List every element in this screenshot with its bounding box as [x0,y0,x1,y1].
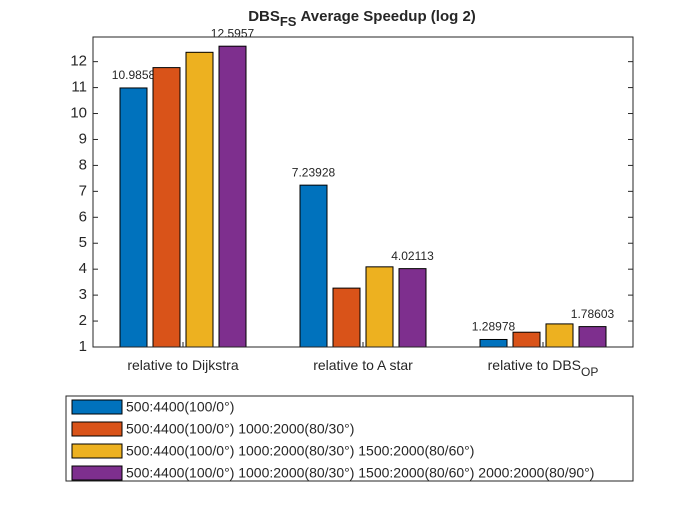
data-label: 10.9858 [112,68,156,82]
bar [365,266,394,348]
bar [218,45,247,348]
y-tick-label: 7 [79,182,87,199]
data-label: 7.23928 [292,165,336,179]
bar [578,326,607,348]
y-tick-label: 6 [79,208,87,225]
x-tick-label-main: relative to DBS [488,357,581,373]
y-tick-label: 12 [70,53,87,70]
data-label: 4.02113 [391,249,434,263]
legend-label: 500:4400(100/0°) 1000:2000(80/30°) 1500:… [126,443,474,459]
bar [512,331,541,348]
bar [398,268,427,348]
bar [545,323,574,348]
x-tick-label-subscript: OP [581,365,598,379]
y-tick-label: 3 [79,286,87,303]
chart-title: DBSFS Average Speedup (log 2) [248,8,476,29]
bar [185,51,214,348]
data-label: 1.28978 [472,320,516,334]
y-tick-label: 2 [79,312,87,329]
x-tick-label: relative to A star [313,357,413,373]
legend-swatch [71,421,123,437]
data-label: 12.5957 [211,26,255,40]
axes-box [92,36,634,348]
y-tick-label: 9 [79,130,87,147]
title-rest: Average Speedup (log 2) [300,8,475,25]
y-tick-label: 10 [70,104,87,121]
x-tick-label-main: relative to Dijkstra [127,357,238,373]
bar [152,67,181,348]
y-tick-label: 5 [79,234,87,251]
title-main: DBS [248,8,280,25]
y-tick-label: 4 [79,260,87,277]
y-tick-label: 11 [71,79,87,96]
legend-label: 500:4400(100/0°) 1000:2000(80/30°) [126,421,354,437]
legend-swatch [71,399,123,415]
legend-swatch [71,465,123,481]
y-tick-label: 1 [79,338,87,355]
y-tick-label: 8 [79,156,87,173]
bar [119,87,148,348]
bar [299,184,328,348]
legend-swatch [71,443,123,459]
bar [479,338,508,348]
x-tick-label: relative to Dijkstra [127,357,238,373]
legend-box [65,395,634,482]
data-label: 1.78603 [571,307,615,321]
bar [332,287,361,348]
x-tick-label: relative to DBSOP [488,357,599,379]
legend-label: 500:4400(100/0°) 1000:2000(80/30°) 1500:… [126,465,594,481]
legend-label: 500:4400(100/0°) [126,399,234,415]
title-subscript: FS [280,14,297,29]
x-tick-label-main: relative to A star [313,357,413,373]
